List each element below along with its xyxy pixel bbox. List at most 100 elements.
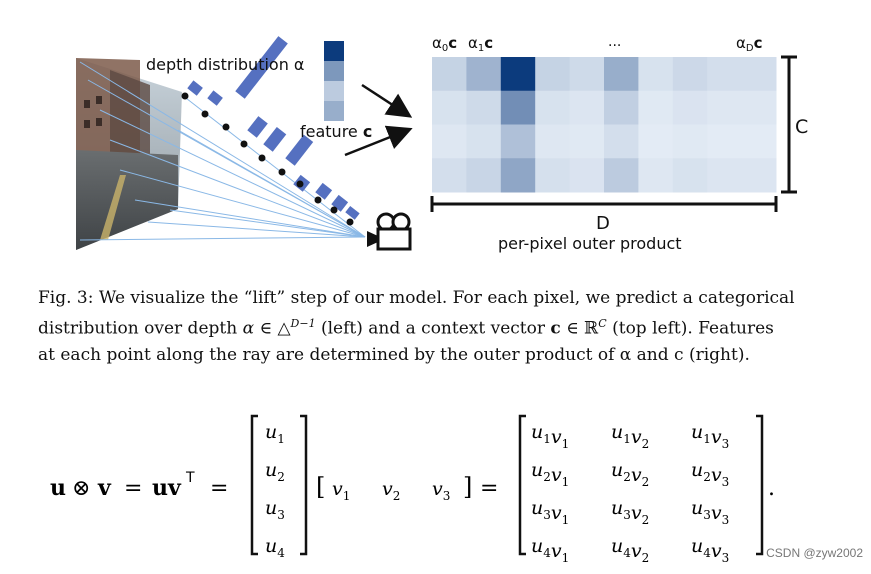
camera-ray	[177, 129, 366, 238]
caption-text: distribution over depth	[38, 318, 243, 339]
eq-otimes: ⊗	[72, 476, 90, 501]
heatmap-cell	[466, 90, 502, 125]
heatmap-cell	[466, 124, 502, 159]
equation-svg: u ⊗ v = uv T = u1 u2 u3 u4 [ v1 v2 v3 ] = u1v…	[50, 414, 775, 565]
row-bracket-right: ]	[463, 473, 472, 501]
sample-point	[314, 196, 322, 204]
d-axis-bracket	[430, 196, 778, 212]
heatmap-cell	[672, 158, 708, 193]
heatmap-cell	[535, 158, 571, 193]
eq-u: u	[50, 475, 66, 501]
sample-point	[330, 206, 338, 214]
eq-transpose: T	[185, 470, 195, 486]
product-entry: u2v1	[531, 459, 569, 489]
row-entry: v3	[432, 478, 450, 503]
heatmap-cell	[535, 90, 571, 125]
product-entry: u4v1	[531, 535, 569, 565]
depth-bar-shape	[235, 36, 288, 99]
row-vector: v1 v2 v3	[332, 478, 450, 503]
heatmap-cell	[638, 90, 674, 125]
c-axis-bracket	[781, 55, 797, 194]
caption-line-1: Fig. 3: We visualize the “lift” step of …	[38, 288, 795, 308]
arrow-to-heatmap-top	[361, 83, 413, 118]
eq-period: .	[768, 476, 775, 501]
product-entry: u3v1	[531, 497, 569, 527]
heatmap-cell	[741, 158, 777, 193]
eq-uv: uv	[152, 475, 182, 501]
heatmap-cell	[432, 158, 467, 193]
heatmap-cell	[707, 158, 743, 193]
depth-bar-shape	[345, 206, 360, 220]
outer-product-equation: u ⊗ v = uv T = u1 u2 u3 u4 [ v1 v2 v3 ] = u1v…	[0, 408, 871, 570]
sample-point	[222, 123, 230, 131]
heatmap-cell	[432, 124, 467, 159]
heatmap-cell	[638, 57, 674, 92]
depth-distribution-bars	[187, 36, 360, 220]
heatmap-cell	[500, 124, 536, 159]
row-entry: v2	[382, 478, 400, 503]
feature-vector-cell	[324, 41, 344, 61]
heatmap-cell	[535, 124, 571, 159]
heatmap-cell	[741, 124, 777, 159]
heatmap-cell	[638, 124, 674, 159]
heatmap-cell	[604, 57, 639, 92]
feature-vector-cell	[324, 61, 344, 81]
depth-bar-shape	[315, 182, 333, 200]
product-entry: u1v3	[691, 421, 729, 451]
depth-bar	[315, 182, 333, 200]
depth-bar-shape	[263, 126, 287, 152]
heatmap-cell	[741, 90, 777, 125]
heatmap-cell	[535, 57, 571, 92]
column-vector: u1 u2 u3 u4	[265, 421, 285, 560]
heatmap-cell	[741, 57, 777, 92]
heatmap-cell	[432, 90, 467, 125]
feature-vector-cell	[324, 101, 344, 121]
depth-bar	[187, 80, 203, 96]
column-entry: u4	[265, 535, 285, 560]
caption-text: (top left). Features	[606, 318, 774, 339]
sample-point	[240, 140, 248, 148]
heatmap-cell	[569, 90, 605, 125]
eq-equals-1: =	[124, 476, 142, 501]
caption-sup: C	[598, 317, 607, 330]
caption-alpha: α	[242, 318, 255, 339]
heatmap-cell	[707, 124, 743, 159]
camera-ray	[79, 236, 366, 241]
ray-sample-points	[181, 92, 354, 226]
row-entry: v1	[332, 478, 350, 503]
heatmap-cell	[672, 57, 708, 92]
camera-icon	[367, 212, 412, 251]
depth-bar	[285, 134, 314, 166]
product-entry: u2v2	[611, 459, 649, 489]
watermark: CSDN @zyw2002	[766, 546, 863, 560]
c-axis-label: C	[795, 116, 808, 138]
heatmap-cell	[466, 158, 502, 193]
camera-ray	[134, 199, 366, 238]
eq-equals-2: =	[210, 476, 228, 501]
depth-bar	[207, 90, 223, 106]
depth-bar	[345, 206, 360, 220]
heatmap-cell	[672, 124, 708, 159]
product-matrix: u1v1 u1v2 u1v3 u2v1 u2v2 u2v3 u3v1 u3v2 u3v3 u4v1…	[531, 421, 729, 565]
heatmap-cell	[672, 90, 708, 125]
alpha-1-label: α1c	[468, 34, 493, 54]
depth-distribution-label: depth distribution α	[146, 55, 304, 74]
heatmap-cell	[466, 57, 502, 92]
street-image	[76, 58, 182, 250]
depth-bar	[247, 116, 268, 138]
outer-product-heatmap	[432, 57, 777, 193]
caption-line-3: at each point along the ray are determin…	[38, 344, 750, 365]
sample-point	[296, 180, 304, 188]
camera-ray	[169, 209, 366, 238]
camera-ray	[109, 139, 366, 238]
depth-bar	[263, 126, 287, 152]
sample-point	[181, 92, 189, 100]
heatmap-cell	[707, 57, 743, 92]
heatmap-cell	[707, 90, 743, 125]
product-entry: u1v1	[531, 421, 569, 451]
camera-ray	[99, 109, 366, 238]
alpha-d-label: αDc	[736, 34, 763, 54]
feature-vector-cell	[324, 81, 344, 101]
heatmap-cell	[638, 158, 674, 193]
alpha-0-label: α0c	[432, 34, 457, 54]
